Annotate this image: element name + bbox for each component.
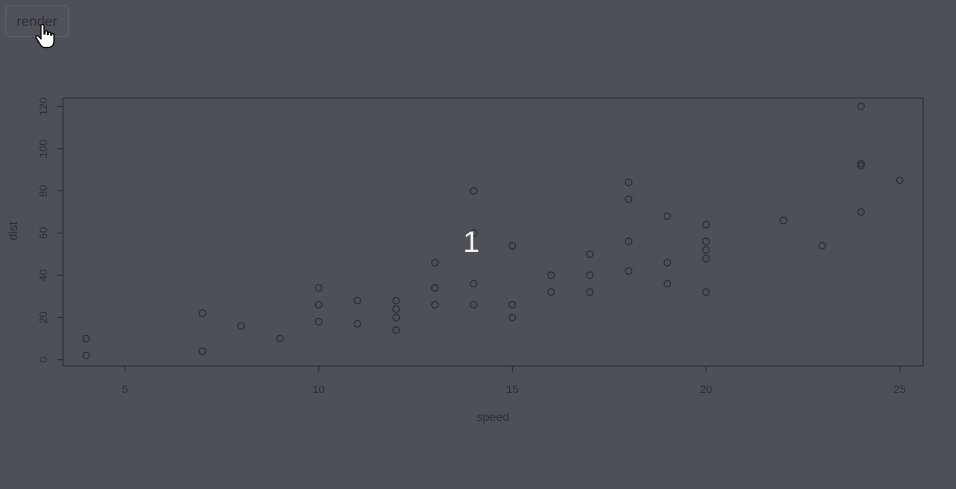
data-point <box>431 284 439 292</box>
data-point <box>508 300 517 309</box>
data-point <box>82 351 91 360</box>
data-point <box>585 250 594 259</box>
data-point <box>585 288 594 296</box>
data-point <box>857 208 865 216</box>
data-point <box>469 187 478 195</box>
data-point <box>702 220 710 229</box>
data-point <box>314 300 323 309</box>
data-point <box>624 267 633 275</box>
data-point <box>431 300 439 309</box>
y-axis: 0 20 40 60 80 100 120 <box>38 97 64 363</box>
y-tick-label: 0 <box>38 357 50 363</box>
data-point <box>818 241 827 250</box>
data-point <box>663 258 672 267</box>
data-point <box>469 300 478 309</box>
y-axis-label: dist <box>6 221 20 240</box>
data-point <box>779 216 788 225</box>
data-point <box>702 246 710 254</box>
data-point <box>82 334 91 343</box>
x-tick-label: 20 <box>700 384 712 396</box>
x-tick-label: 15 <box>506 384 518 396</box>
data-point <box>392 305 401 313</box>
y-tick-label: 80 <box>38 185 50 197</box>
data-point <box>198 347 207 356</box>
hand-pointer-icon <box>35 24 55 49</box>
x-tick-label: 25 <box>894 384 906 396</box>
data-point <box>314 317 323 326</box>
data-point <box>392 296 401 305</box>
data-point <box>314 284 323 292</box>
data-point <box>547 288 555 296</box>
y-tick-label: 120 <box>38 97 50 115</box>
data-point <box>547 271 555 280</box>
data-point <box>469 229 478 237</box>
data-point <box>857 161 865 170</box>
data-point <box>392 326 401 334</box>
data-point <box>624 237 633 246</box>
y-tick-label: 20 <box>38 311 50 323</box>
data-point <box>895 176 904 185</box>
data-point <box>353 319 362 328</box>
data-point <box>469 279 478 288</box>
y-tick-label: 100 <box>38 139 50 157</box>
data-point <box>624 195 633 204</box>
data-point <box>857 159 865 168</box>
overlay-number: 1 <box>463 226 480 259</box>
x-axis: 5 10 15 20 25 <box>122 365 906 396</box>
data-point <box>237 322 246 330</box>
data-point <box>702 237 710 246</box>
x-axis-label: speed <box>477 410 510 424</box>
x-tick-label: 10 <box>313 384 325 396</box>
data-point <box>702 288 710 296</box>
data-point <box>392 313 401 322</box>
data-point <box>508 313 517 322</box>
data-point <box>431 258 439 267</box>
data-point <box>663 212 672 221</box>
x-tick-label: 5 <box>122 384 128 396</box>
render-button[interactable]: render <box>5 5 69 37</box>
data-points <box>82 102 904 360</box>
data-point <box>702 254 710 263</box>
data-point <box>353 296 362 305</box>
data-point <box>857 102 865 111</box>
data-point <box>508 241 517 250</box>
data-point <box>585 271 594 280</box>
data-point <box>276 334 284 343</box>
plot-frame <box>62 97 924 367</box>
y-tick-label: 40 <box>38 269 50 281</box>
y-tick-label: 60 <box>38 227 50 239</box>
data-point <box>624 178 633 187</box>
data-point <box>663 279 672 288</box>
data-point <box>198 309 207 318</box>
